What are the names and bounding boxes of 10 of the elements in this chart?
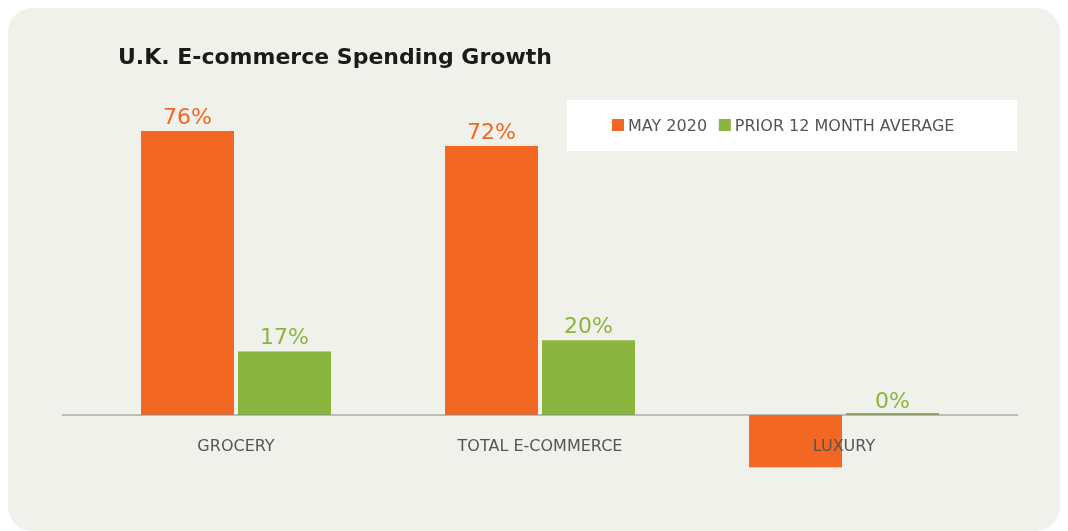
data-label: 17% [260,324,309,350]
x-tick-label: GROCERY [197,436,275,455]
legend-label: MAY 2020 [628,116,708,135]
data-label: 76% [163,104,212,129]
data-label: 0% [875,388,910,413]
data-label: 72% [467,118,516,144]
x-tick-label: TOTAL E-COMMERCE [456,436,623,455]
data-label: 20% [564,313,613,339]
legend-label: PRIOR 12 MONTH AVERAGE [734,116,955,135]
chart-title: U.K. E-commerce Spending Growth [118,44,552,69]
